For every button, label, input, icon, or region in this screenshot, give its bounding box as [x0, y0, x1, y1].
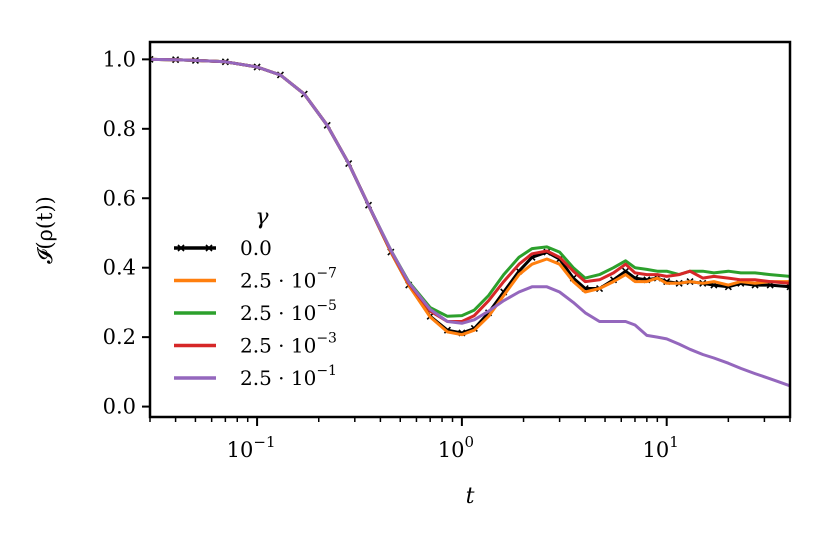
- legend-label-base: 2.5 · 10: [240, 301, 316, 325]
- legend-label-exponent: −1: [316, 363, 337, 379]
- y-tick-label: 0.4: [103, 256, 136, 280]
- y-tick-label: 0.8: [103, 117, 136, 141]
- x-tick-base: 10: [643, 438, 670, 462]
- legend-label-exponent: −3: [316, 331, 337, 347]
- series-marker: [150, 55, 154, 63]
- series-marker: [622, 267, 630, 275]
- x-tick-exponent: −1: [253, 433, 275, 451]
- x-tick-exponent: 1: [669, 433, 679, 451]
- legend-label: 2.5 · 10−5: [240, 298, 337, 325]
- y-tick-label: 0.2: [103, 325, 136, 349]
- x-tick-label: 100: [438, 433, 474, 462]
- legend-label: 2.5 · 10−1: [240, 363, 337, 390]
- x-tick-exponent: 0: [464, 433, 474, 451]
- legend-label-exponent: −5: [316, 298, 337, 314]
- series-line: [150, 57, 790, 388]
- legend-marker: [205, 244, 213, 252]
- x-tick-base: 10: [438, 438, 465, 462]
- ticks: 0.00.20.40.60.81.010−1 100 101: [103, 47, 791, 462]
- legend-label: 2.5 · 10−7: [240, 266, 337, 293]
- x-tick-label: 101: [643, 433, 679, 462]
- legend-label: 2.5 · 10−3: [240, 331, 337, 358]
- legend-label-base: 0.0: [240, 236, 272, 260]
- x-tick-base: 10: [227, 438, 254, 462]
- legend: γ0.02.5 · 10−72.5 · 10−52.5 · 10−32.5 · …: [174, 205, 337, 390]
- plot-frame: [148, 40, 792, 419]
- y-tick-label: 1.0: [103, 47, 136, 71]
- y-axis-label: 𝓘(ρ(t)): [33, 196, 57, 264]
- legend-title: γ: [255, 205, 269, 230]
- x-tick-label: 10−1: [227, 433, 276, 462]
- legend-label-base: 2.5 · 10: [240, 366, 316, 390]
- y-tick-label: 0.6: [103, 186, 136, 210]
- x-axis-label: t: [466, 484, 475, 509]
- legend-label-base: 2.5 · 10: [240, 334, 316, 358]
- series-marker: [786, 283, 790, 291]
- legend-label-exponent: −7: [316, 266, 337, 282]
- legend-label: 0.0: [240, 236, 272, 260]
- series-group: [150, 55, 790, 388]
- legend-label-base: 2.5 · 10: [240, 269, 316, 293]
- y-tick-label: 0.0: [103, 395, 136, 419]
- legend-marker: [177, 244, 185, 252]
